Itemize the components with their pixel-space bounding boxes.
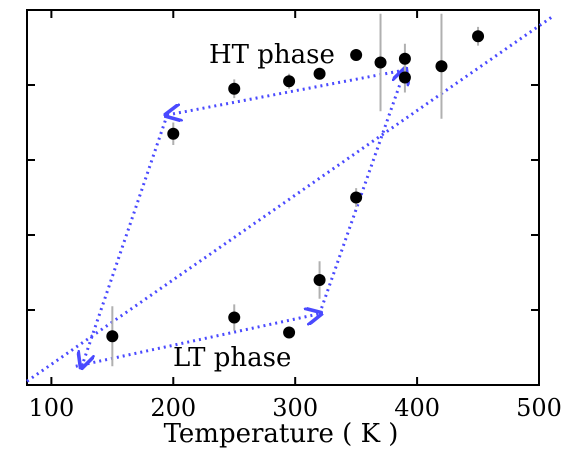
- data-point: [283, 326, 296, 339]
- data-point: [228, 82, 241, 95]
- data-point: [283, 75, 296, 88]
- hysteresis-arrow: [82, 114, 169, 366]
- x-tick-label: 100: [28, 394, 74, 422]
- data-point: [398, 52, 411, 65]
- data-point: [167, 127, 180, 140]
- data-point: [106, 330, 119, 343]
- data-point: [350, 49, 363, 61]
- x-tick-label: 200: [150, 394, 196, 422]
- data-point: [374, 56, 387, 69]
- hysteresis-arrow: [318, 70, 405, 315]
- data-point: [472, 30, 485, 43]
- chart-marks: 100 200 300 400 500: [26, 10, 562, 422]
- annotation-ht-phase: HT phase: [209, 40, 335, 70]
- data-point: [350, 191, 363, 204]
- data-point: [313, 274, 326, 286]
- x-axis-title: Temperature ( K ): [164, 419, 399, 449]
- x-tick-label: 500: [516, 394, 562, 422]
- data-point: [435, 60, 448, 73]
- data-point: [398, 71, 411, 84]
- x-tick-label: 300: [272, 394, 318, 422]
- hysteresis-arrow: [167, 68, 406, 115]
- trend-line: [26, 16, 553, 383]
- annotation-lt-phase: LT phase: [173, 343, 291, 373]
- plot-frame: [26, 9, 540, 386]
- data-point: [313, 67, 326, 80]
- x-tick-label: 400: [394, 394, 440, 422]
- data-point: [228, 311, 241, 324]
